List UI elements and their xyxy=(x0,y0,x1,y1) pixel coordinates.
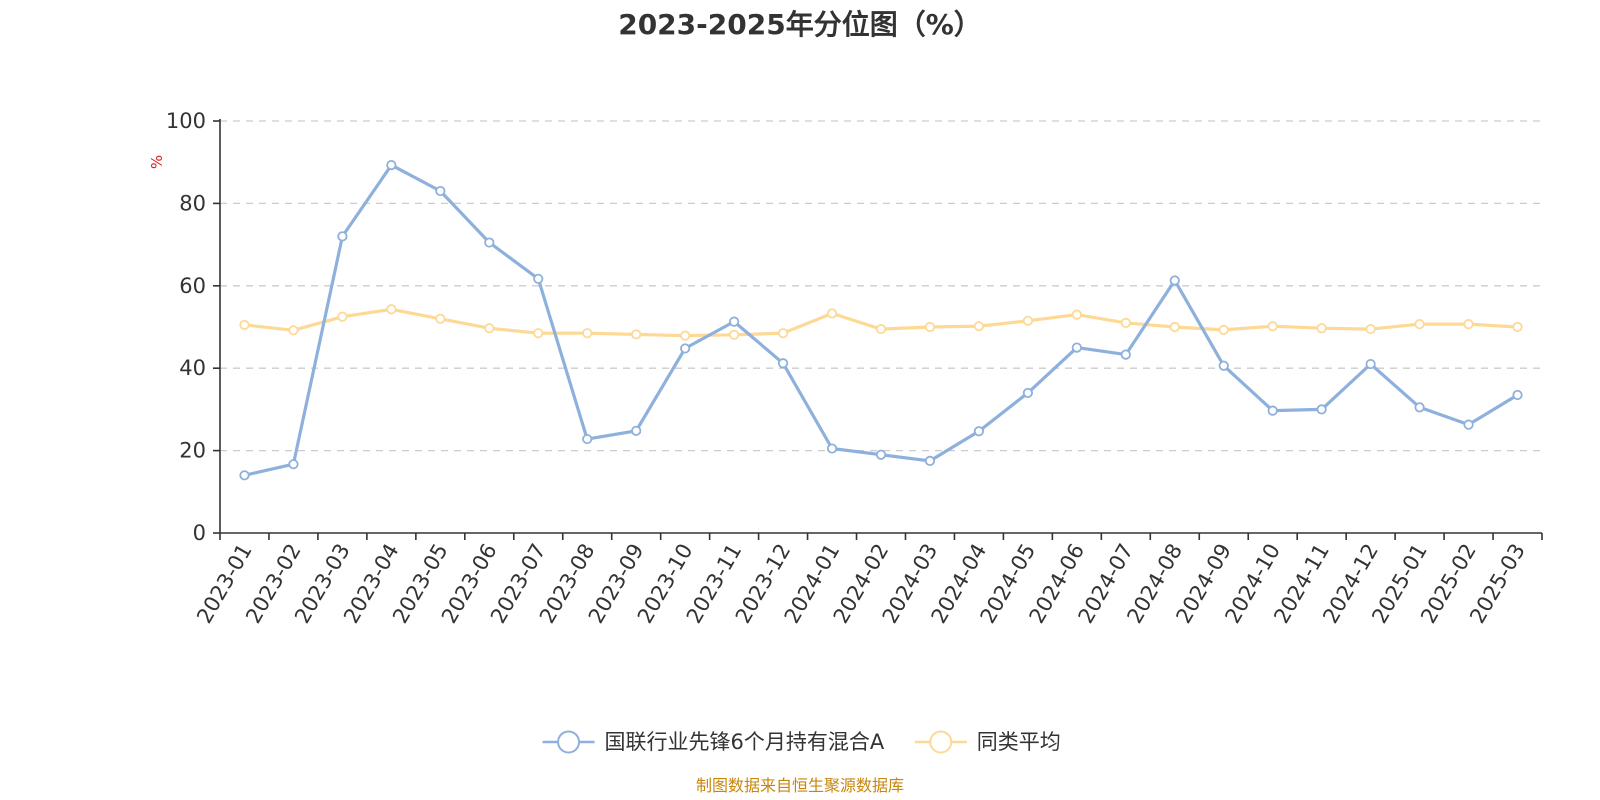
data-point[interactable] xyxy=(1414,319,1425,330)
data-point[interactable] xyxy=(1512,389,1523,401)
data-point[interactable] xyxy=(1414,402,1425,413)
y-tick-label: 20 xyxy=(179,439,206,463)
data-point[interactable] xyxy=(729,316,740,327)
data-point[interactable] xyxy=(1316,404,1327,415)
data-point[interactable] xyxy=(631,425,642,436)
y-tick-label: 100 xyxy=(166,109,206,133)
data-point[interactable] xyxy=(288,325,299,336)
source-note: 制图数据来自恒生聚源数据库 xyxy=(696,776,904,795)
data-point[interactable] xyxy=(1463,419,1474,430)
data-point[interactable] xyxy=(1316,323,1327,334)
y-tick-label: 60 xyxy=(179,274,206,298)
data-point[interactable] xyxy=(924,321,936,333)
data-point[interactable] xyxy=(631,329,642,340)
data-point[interactable] xyxy=(1169,275,1180,286)
data-point[interactable] xyxy=(288,459,299,470)
data-point[interactable] xyxy=(875,449,887,460)
legend-label: 国联行业先锋6个月持有混合A xyxy=(605,730,885,754)
y-tick-labels: 0 20 40 60 80 100 xyxy=(166,109,206,545)
legend-label: 同类平均 xyxy=(977,730,1061,754)
y-tick-label: 40 xyxy=(179,356,206,380)
data-point[interactable] xyxy=(386,304,397,315)
data-point[interactable] xyxy=(826,308,838,319)
y-axis-unit: % xyxy=(148,155,166,169)
data-point[interactable] xyxy=(1365,358,1376,370)
legend-marker xyxy=(929,730,953,754)
data-point[interactable] xyxy=(973,321,985,332)
axes xyxy=(213,119,1543,540)
data-point[interactable] xyxy=(1512,321,1523,333)
y-tick-label: 80 xyxy=(179,191,206,215)
data-point[interactable] xyxy=(777,358,789,369)
data-point[interactable] xyxy=(484,323,495,334)
data-point[interactable] xyxy=(1463,319,1474,330)
data-point[interactable] xyxy=(1071,309,1082,320)
data-point[interactable] xyxy=(337,311,348,322)
data-point[interactable] xyxy=(1120,349,1131,360)
legend[interactable]: 国联行业先锋6个月持有混合A 同类平均 xyxy=(542,730,1061,754)
data-point[interactable] xyxy=(582,433,593,445)
chart-title: 2023-2025年分位图（%） xyxy=(618,8,982,41)
data-point[interactable] xyxy=(337,231,348,242)
data-point[interactable] xyxy=(1022,387,1033,399)
data-point[interactable] xyxy=(435,313,446,324)
grid-lines xyxy=(220,120,1542,452)
data-point[interactable] xyxy=(680,343,691,354)
series-2 xyxy=(239,304,1523,341)
data-point[interactable] xyxy=(1267,321,1278,332)
data-point[interactable] xyxy=(1218,360,1229,371)
data-point[interactable] xyxy=(582,328,593,339)
data-point[interactable] xyxy=(973,426,985,437)
data-point[interactable] xyxy=(239,470,250,481)
data-point[interactable] xyxy=(533,273,544,284)
data-point[interactable] xyxy=(484,237,495,248)
series-1 xyxy=(239,159,1523,481)
data-point[interactable] xyxy=(777,328,789,339)
data-point[interactable] xyxy=(239,319,250,331)
legend-marker xyxy=(557,730,581,754)
data-point[interactable] xyxy=(826,443,838,454)
x-tick-labels: 2023-012023-022023-032023-042023-052023-… xyxy=(192,540,1530,628)
legend-item-1[interactable]: 国联行业先锋6个月持有混合A xyxy=(542,730,885,754)
data-point[interactable] xyxy=(875,323,887,335)
data-point[interactable] xyxy=(1267,405,1278,416)
data-point[interactable] xyxy=(1365,323,1376,335)
data-point[interactable] xyxy=(729,329,740,340)
series-group xyxy=(239,159,1523,481)
data-point[interactable] xyxy=(533,328,544,339)
y-tick-label: 0 xyxy=(193,521,206,545)
legend-item-2[interactable]: 同类平均 xyxy=(914,730,1061,754)
data-point[interactable] xyxy=(435,185,446,197)
data-point[interactable] xyxy=(1218,324,1229,335)
data-point[interactable] xyxy=(1022,315,1033,326)
data-point[interactable] xyxy=(1120,317,1131,328)
data-point[interactable] xyxy=(924,455,936,466)
data-point[interactable] xyxy=(1169,321,1180,333)
data-point[interactable] xyxy=(386,159,397,171)
data-point[interactable] xyxy=(1071,342,1082,353)
data-point[interactable] xyxy=(680,330,691,341)
